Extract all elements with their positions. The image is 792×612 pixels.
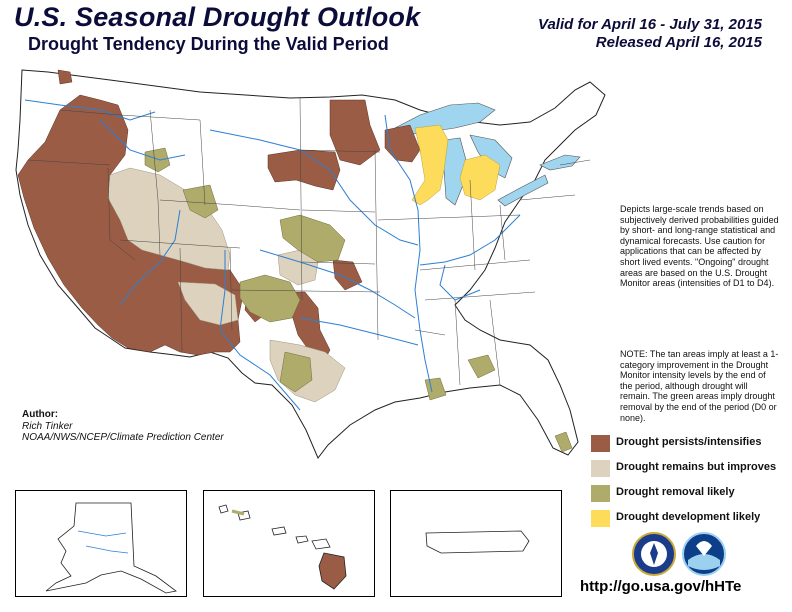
arkansas-river [259, 249, 416, 319]
ohio-river [419, 214, 521, 266]
release-date: Released April 16, 2015 [595, 34, 762, 51]
legend-swatch-persists [591, 435, 610, 452]
lake-michigan [443, 137, 467, 206]
tennessee-river [439, 264, 481, 301]
puerto-rico-inset [390, 490, 562, 597]
persists-north-plains [329, 99, 381, 166]
persists-wisconsin-mn [384, 124, 421, 163]
persists-montana [267, 149, 341, 191]
legend-label-development: Drought development likely [616, 511, 761, 523]
author-block: Author: Rich Tinker NOAA/NWS/NCEP/Climat… [22, 409, 224, 444]
lake-ontario [539, 154, 581, 171]
map-title: U.S. Seasonal Drought Outlook [14, 2, 421, 32]
development-areas [411, 124, 501, 206]
state-borders [27, 97, 591, 386]
legend-swatch-improves [591, 460, 610, 477]
improves-great-basin [107, 167, 231, 271]
note-text: NOTE: The tan areas imply at least a 1-c… [620, 349, 779, 423]
removal-florida [554, 431, 573, 453]
removal-wyoming [182, 184, 219, 219]
legend-label-improves: Drought remains but improves [616, 461, 777, 473]
colorado-river [119, 209, 181, 306]
author-label: Author: [22, 409, 59, 420]
great-lakes [394, 102, 581, 207]
description-text: Depicts large-scale trends based on subj… [620, 204, 779, 289]
noaa-commerce-seal-icon [632, 532, 676, 576]
removal-georgia [467, 354, 496, 379]
removal-idaho [144, 147, 171, 173]
valid-period: Valid for April 16 - July 31, 2015 [538, 16, 762, 33]
legend-label-removal: Drought removal likely [616, 486, 735, 498]
alaska-map [45, 502, 177, 594]
lake-huron [469, 134, 513, 179]
rivers [24, 99, 521, 411]
snake-river [99, 119, 186, 161]
legend-label-persists: Drought persists/intensifies [616, 436, 762, 448]
conus-drought-map [15, 69, 606, 459]
persists-oregon-ne [57, 69, 73, 85]
mississippi-river [384, 114, 433, 393]
alaska-inset [15, 490, 187, 597]
legend-swatch-development [591, 510, 610, 527]
development-wisconsin [411, 124, 449, 206]
author-org: NOAA/NWS/NCEP/Climate Prediction Center [22, 432, 224, 443]
columbia-river [24, 99, 156, 121]
hawaii-inset [203, 490, 375, 597]
legend-swatch-removal [591, 485, 610, 502]
rio-grande [219, 250, 301, 411]
outlook-url[interactable]: http://go.usa.gov/hHTe [580, 578, 742, 595]
removal-areas [144, 147, 573, 453]
development-michigan [459, 154, 501, 201]
improves-southwest [177, 281, 239, 326]
hawaii-map [218, 504, 347, 590]
map-subtitle: Drought Tendency During the Valid Period [28, 34, 389, 54]
removal-south-plains [239, 274, 301, 323]
author-name: Rich Tinker [22, 420, 73, 432]
missouri-river [209, 129, 419, 246]
noaa-logo-icon [682, 532, 726, 576]
removal-colorado [279, 214, 346, 263]
removal-texas [279, 351, 313, 393]
puerto-rico-map [425, 530, 530, 554]
lake-erie [497, 174, 549, 207]
red-river [299, 317, 419, 346]
